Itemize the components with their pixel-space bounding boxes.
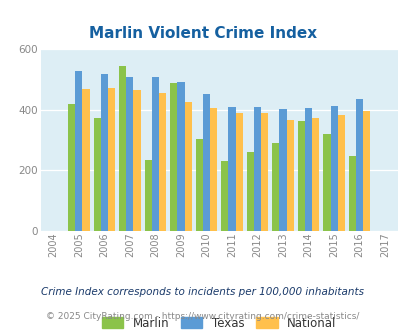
Bar — [235, 113, 242, 231]
Bar — [304, 109, 311, 231]
Bar — [322, 134, 330, 231]
Bar — [279, 109, 286, 231]
Bar — [355, 99, 362, 231]
Bar — [253, 107, 260, 231]
Bar — [144, 160, 151, 231]
Bar — [337, 115, 344, 231]
Bar — [108, 88, 115, 231]
Bar — [228, 107, 235, 231]
Bar — [133, 90, 140, 231]
Bar — [75, 71, 82, 231]
Bar — [151, 77, 159, 231]
Bar — [100, 74, 108, 231]
Bar — [195, 139, 202, 231]
Bar — [94, 117, 100, 231]
Text: Crime Index corresponds to incidents per 100,000 inhabitants: Crime Index corresponds to incidents per… — [41, 287, 364, 297]
Bar — [260, 113, 268, 231]
Bar — [330, 106, 337, 231]
Bar — [311, 118, 318, 231]
Bar — [348, 156, 355, 231]
Bar — [177, 82, 184, 231]
Bar — [286, 120, 293, 231]
Bar — [209, 109, 217, 231]
Bar — [170, 83, 177, 231]
Bar — [126, 77, 133, 231]
Bar — [246, 152, 253, 231]
Bar — [362, 111, 369, 231]
Text: Marlin Violent Crime Index: Marlin Violent Crime Index — [89, 26, 316, 41]
Bar — [119, 66, 126, 231]
Bar — [68, 104, 75, 231]
Bar — [202, 94, 209, 231]
Bar — [297, 121, 304, 231]
Bar — [184, 102, 191, 231]
Bar — [82, 89, 90, 231]
Bar — [221, 161, 228, 231]
Text: © 2025 CityRating.com - https://www.cityrating.com/crime-statistics/: © 2025 CityRating.com - https://www.city… — [46, 312, 359, 321]
Bar — [272, 143, 279, 231]
Bar — [159, 93, 166, 231]
Legend: Marlin, Texas, National: Marlin, Texas, National — [98, 313, 339, 330]
